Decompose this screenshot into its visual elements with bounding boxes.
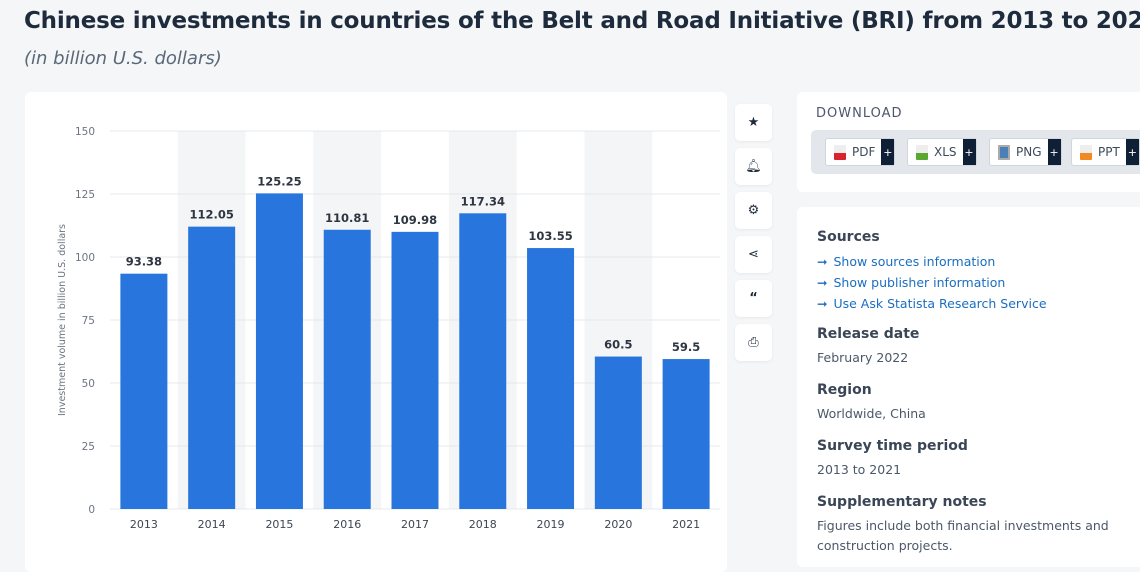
download-panel: DOWNLOAD PDF + XLS + PNG + PPT +: [797, 92, 1140, 192]
x-tick-label: 2013: [130, 518, 158, 531]
data-label: 112.05: [189, 208, 233, 222]
show-sources-link[interactable]: ➞ Show sources information: [817, 251, 1137, 272]
link-text: Use Ask Statista Research Service: [833, 296, 1047, 311]
x-tick-label: 2014: [198, 518, 226, 531]
download-png-button[interactable]: PNG +: [989, 138, 1062, 166]
show-publisher-link[interactable]: ➞ Show publisher information: [817, 272, 1137, 293]
bar: [391, 231, 439, 509]
page-title: Chinese investments in countries of the …: [24, 8, 1140, 34]
download-ppt-button[interactable]: PPT +: [1071, 138, 1140, 166]
x-tick-label: 2021: [672, 518, 700, 531]
pdf-file-icon: [834, 144, 846, 160]
x-tick-label: 2017: [401, 518, 429, 531]
bar-chart: 0 25 50 75 100 125 150 Investment volume in bil…: [57, 126, 720, 531]
star-icon: ★: [747, 115, 760, 130]
data-label: 110.81: [325, 211, 369, 225]
print-button[interactable]: ⎙: [735, 324, 772, 361]
data-label: 117.34: [461, 194, 505, 208]
data-label: 103.55: [528, 229, 572, 243]
plus-icon: +: [1047, 139, 1061, 165]
region-value: Worldwide, China: [817, 406, 926, 421]
link-text: Show publisher information: [833, 275, 1006, 290]
bar: [459, 213, 507, 509]
y-tick-label: 75: [82, 315, 95, 327]
bell-icon: 🔔︎: [745, 159, 762, 174]
period-heading: Survey time period: [817, 438, 968, 454]
y-tick-label: 25: [82, 441, 95, 453]
notes-heading: Supplementary notes: [817, 494, 987, 510]
pdf-label: PDF: [852, 145, 876, 159]
download-xls-button[interactable]: XLS +: [907, 138, 977, 166]
y-tick-label: 100: [75, 252, 95, 264]
chart-card: 0 25 50 75 100 125 150 Investment volume in bil…: [25, 92, 727, 572]
bar: [188, 226, 236, 509]
notification-button[interactable]: 🔔︎: [735, 148, 772, 185]
quote-icon: “: [749, 291, 758, 306]
y-tick-label: 150: [75, 126, 95, 138]
bar: [255, 193, 303, 509]
data-label: 109.98: [393, 213, 437, 227]
share-button[interactable]: ⋖: [735, 236, 772, 273]
x-tick-label: 2018: [469, 518, 497, 531]
y-tick-label: 0: [88, 504, 95, 516]
chart-toolbar: ★ 🔔︎ ⚙ ⋖ “ ⎙: [735, 104, 772, 368]
release-heading: Release date: [817, 326, 920, 342]
y-tick-label: 125: [75, 189, 95, 201]
x-tick-label: 2015: [265, 518, 293, 531]
bar: [527, 248, 575, 509]
x-tick-label: 2016: [333, 518, 361, 531]
notes-value: Figures include both financial investmen…: [817, 518, 1109, 553]
plus-icon: +: [881, 139, 895, 165]
period-value: 2013 to 2021: [817, 462, 902, 477]
x-tick-label: 2020: [604, 518, 632, 531]
download-pdf-button[interactable]: PDF +: [825, 138, 896, 166]
release-value: February 2022: [817, 350, 909, 365]
y-tick-label: 50: [82, 378, 95, 390]
settings-button[interactable]: ⚙: [735, 192, 772, 229]
cite-button[interactable]: “: [735, 280, 772, 317]
x-tick-label: 2019: [537, 518, 565, 531]
print-icon: ⎙: [748, 335, 759, 350]
ppt-label: PPT: [1098, 145, 1120, 159]
info-panel: Sources ➞ Show sources information ➞ Show …: [797, 207, 1140, 567]
page-subtitle: (in billion U.S. dollars): [24, 48, 222, 69]
bar: [323, 229, 371, 510]
data-label: 125.25: [257, 174, 301, 188]
png-label: PNG: [1016, 145, 1042, 159]
plus-icon: +: [962, 139, 976, 165]
bar: [120, 273, 168, 509]
sources-heading: Sources: [817, 229, 880, 245]
plus-icon: +: [1125, 139, 1139, 165]
bar: [594, 356, 642, 509]
data-label: 93.38: [126, 255, 162, 269]
y-axis-label: Investment volume in billion U.S. dollar…: [57, 224, 68, 416]
gear-icon: ⚙: [747, 203, 760, 218]
arrow-right-icon: ➞: [817, 275, 828, 290]
arrow-right-icon: ➞: [817, 254, 828, 269]
favorite-button[interactable]: ★: [735, 104, 772, 141]
xls-label: XLS: [934, 145, 957, 159]
png-file-icon: [998, 144, 1010, 160]
ask-statista-link[interactable]: ➞ Use Ask Statista Research Service: [817, 293, 1137, 314]
xls-file-icon: [916, 144, 928, 160]
data-label: 60.5: [604, 338, 632, 352]
link-text: Show sources information: [833, 254, 996, 269]
arrow-right-icon: ➞: [817, 296, 828, 311]
data-label: 59.5: [672, 340, 700, 354]
bar: [662, 359, 710, 509]
share-icon: ⋖: [748, 247, 759, 262]
download-title: DOWNLOAD: [816, 106, 903, 121]
region-heading: Region: [817, 382, 872, 398]
ppt-file-icon: [1080, 144, 1092, 160]
